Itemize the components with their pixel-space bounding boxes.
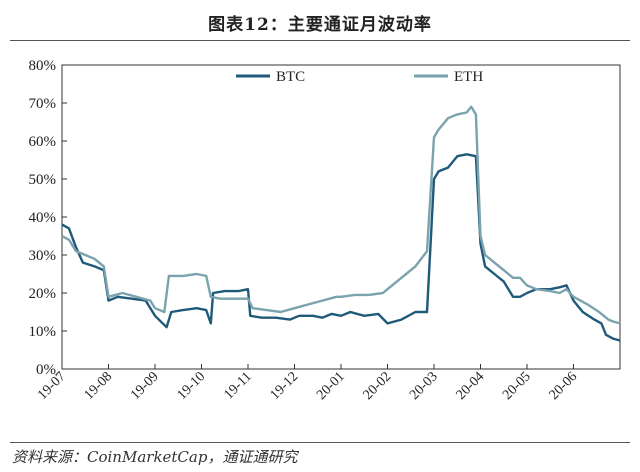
source-divider: [10, 442, 630, 443]
y-tick-label: 80%: [29, 58, 57, 74]
y-tick-label: 10%: [29, 324, 57, 340]
x-tick-label: 20-04: [454, 369, 488, 403]
title-divider: [10, 40, 630, 41]
y-tick-label: 0%: [36, 362, 56, 378]
x-tick-label: 19-09: [128, 369, 162, 403]
plot-frame: [61, 64, 621, 370]
y-tick-label: 70%: [29, 96, 57, 112]
y-tick-label: 20%: [29, 286, 57, 302]
chart-legend: BTC ETH: [236, 69, 483, 85]
legend-label-btc: BTC: [276, 69, 305, 85]
chart-axes: 0%10%20%30%40%50%60%70%80%19-07 19-08 19-0…: [29, 58, 621, 403]
legend-label-eth: ETH: [454, 69, 483, 85]
y-tick-label: 60%: [29, 134, 57, 150]
figure-title: 图表12：主要通证月波动率: [208, 15, 432, 35]
series-line-eth: [61, 105, 621, 325]
series-line-btc: [61, 153, 621, 342]
x-tick-label: 20-01: [314, 369, 348, 403]
x-tick-label: 19-11: [221, 369, 254, 402]
x-tick-label: 19-10: [175, 369, 209, 403]
x-tick-label: 19-08: [82, 369, 116, 403]
x-tick-label: 20-05: [500, 369, 534, 403]
source-note: 资料来源：CoinMarketCap，通证通研究: [12, 448, 298, 466]
x-tick-label: 19-12: [268, 369, 302, 403]
x-tick-label: 20-02: [361, 369, 395, 403]
y-tick-label: 40%: [29, 210, 57, 226]
x-tick-label: 20-06: [547, 369, 581, 403]
chart-series: [61, 105, 621, 342]
x-tick-label: 20-03: [407, 369, 441, 403]
y-tick-label: 30%: [29, 248, 57, 264]
y-tick-label: 50%: [29, 172, 57, 188]
